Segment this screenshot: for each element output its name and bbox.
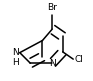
Text: Cl: Cl <box>75 55 84 64</box>
Text: H: H <box>12 58 19 67</box>
Text: N: N <box>49 59 56 68</box>
Text: Br: Br <box>47 3 57 12</box>
Text: N: N <box>12 48 19 57</box>
